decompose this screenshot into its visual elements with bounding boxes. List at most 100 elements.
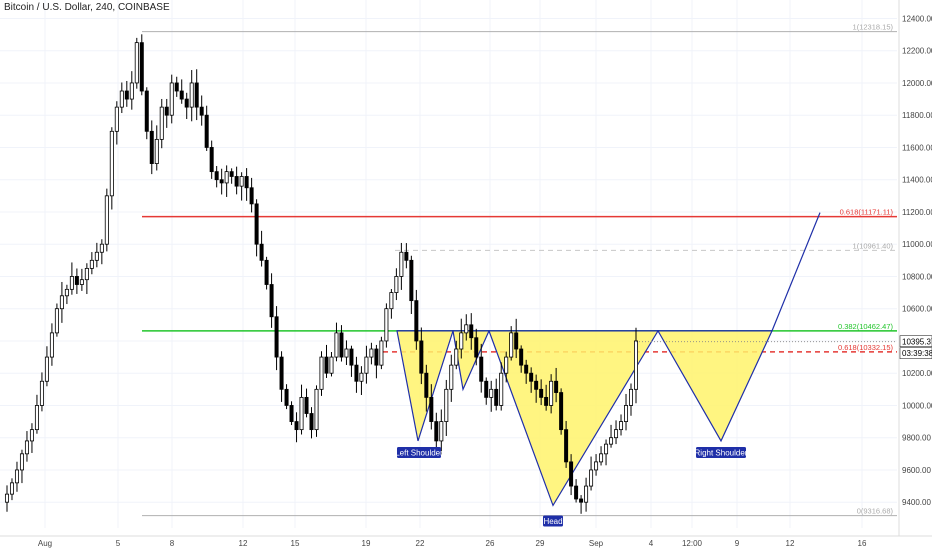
candle-body — [499, 372, 504, 406]
candle — [164, 98, 169, 128]
candle — [284, 384, 289, 410]
candle-body — [284, 388, 289, 406]
x-tick-label: 26 — [486, 539, 495, 548]
candle — [634, 327, 639, 404]
candle-body — [239, 176, 244, 187]
x-axis: Aug 5 8 12 15 19 22 26 29 Sep 4 12:00 9 12 16 — [0, 535, 932, 548]
candle-body — [529, 372, 534, 382]
x-tick-label: 22 — [416, 539, 425, 548]
candle-body — [484, 380, 489, 398]
candle-body — [294, 421, 299, 431]
candle-body — [54, 308, 59, 334]
x-tick-label: 5 — [116, 539, 121, 548]
candle — [124, 80, 129, 107]
candle — [129, 71, 134, 110]
candle — [424, 364, 429, 412]
candle — [474, 328, 479, 366]
candle — [394, 268, 399, 301]
candle-body — [334, 332, 339, 358]
candle-body — [179, 90, 184, 100]
candle-body — [79, 279, 84, 285]
candle-body — [99, 243, 104, 253]
y-tick-label: 10600.00 — [902, 305, 932, 314]
candle-body — [454, 348, 459, 366]
candle-body — [309, 413, 314, 431]
candle — [484, 377, 489, 405]
candle-body — [209, 147, 214, 173]
candle — [204, 105, 209, 151]
candle — [529, 367, 534, 393]
candle-body — [319, 356, 324, 390]
candle — [69, 262, 74, 295]
candle — [139, 34, 144, 96]
candle — [604, 439, 609, 466]
candle-body — [144, 90, 149, 132]
candle-body — [569, 461, 574, 487]
candle — [354, 356, 359, 393]
candle-body — [104, 195, 109, 245]
candle-body — [424, 372, 429, 398]
badge-left-shoulder: Left Shoulder — [395, 447, 443, 459]
candle-body — [324, 356, 329, 374]
candle — [249, 177, 254, 213]
y-tick-label: 11800.00 — [902, 111, 932, 120]
candle-body — [289, 405, 294, 422]
candle-body — [504, 356, 509, 374]
candle — [429, 384, 434, 430]
candle-body — [249, 187, 254, 205]
candle — [569, 454, 574, 496]
candle — [229, 168, 234, 184]
candle-body — [589, 469, 594, 487]
candle-body — [394, 276, 399, 293]
candle — [329, 351, 334, 377]
candle-body — [164, 106, 169, 116]
candle-body — [34, 405, 39, 431]
candle — [539, 379, 544, 406]
candle — [324, 344, 329, 378]
candle — [254, 199, 259, 257]
y-tick-label: 11600.00 — [902, 143, 932, 152]
candle-body — [219, 179, 224, 184]
candle — [469, 313, 474, 350]
candle-body — [329, 356, 334, 374]
candle-body — [489, 388, 494, 398]
candle — [234, 166, 239, 195]
x-tick-label: Aug — [38, 539, 52, 548]
fib-label: 0.618(10332.15) — [838, 343, 894, 352]
candle — [624, 393, 629, 431]
candle-body — [114, 106, 119, 132]
x-tick-label: 19 — [362, 539, 371, 548]
candle — [4, 485, 9, 512]
y-tick-label: 11200.00 — [902, 208, 932, 217]
candle — [264, 256, 269, 290]
candle-body — [94, 251, 99, 261]
chart-title: Bitcoin / U.S. Dollar, 240, COINBASE — [4, 2, 170, 13]
x-tick-label: 4 — [649, 539, 654, 548]
candle-body — [279, 356, 284, 390]
candle-body — [214, 171, 219, 181]
candle-body — [559, 392, 564, 431]
candle-body — [364, 356, 369, 374]
candle — [29, 423, 34, 453]
projection-line — [771, 212, 821, 332]
candle-body — [379, 340, 384, 366]
candle — [574, 479, 579, 503]
fib-label: 1(10961.40) — [853, 241, 894, 250]
candle — [49, 323, 54, 366]
candle — [494, 378, 499, 411]
x-tick-label: 16 — [858, 539, 867, 548]
pattern-shapes — [396, 212, 821, 507]
candle-body — [459, 332, 464, 350]
candle-body — [544, 396, 549, 406]
y-tick-label: 10000.00 — [902, 401, 932, 410]
candle — [74, 268, 79, 294]
fib-label: 0(9316.68) — [857, 507, 894, 516]
candle-body — [604, 443, 609, 455]
candle-body — [539, 388, 544, 398]
candle — [374, 344, 379, 379]
candle — [114, 101, 119, 145]
candle-body — [14, 469, 19, 484]
candle — [84, 263, 89, 295]
candle — [454, 340, 459, 370]
